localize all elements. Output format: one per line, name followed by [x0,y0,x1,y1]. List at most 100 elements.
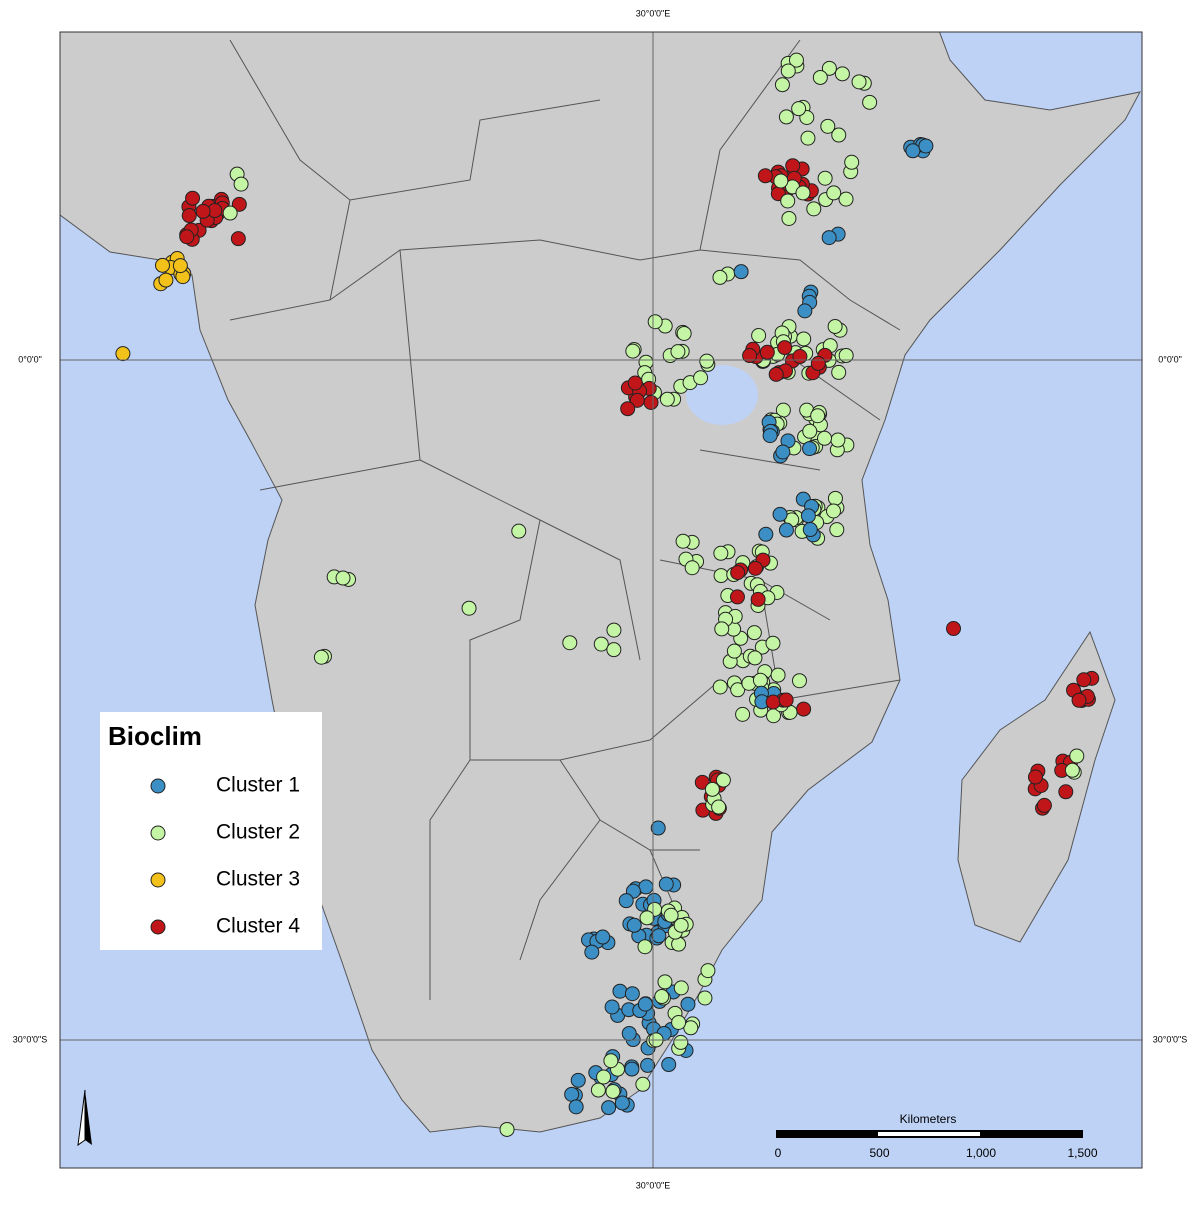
occurrence-dot [844,154,860,170]
legend-label: Cluster 4 [216,915,300,938]
occurrence-dot [796,331,812,347]
occurrence-dot [222,205,238,221]
occurrence-dot [313,649,329,665]
occurrence-dot [711,799,727,815]
occurrence-dot [562,635,578,651]
occurrence-dot [661,1057,677,1073]
occurrence-dot [654,989,670,1005]
occurrence-dot [946,621,962,637]
occurrence-dot [185,190,201,206]
occurrence-dot [758,526,774,542]
occurrence-dot [673,1034,689,1050]
scale-bar-segment [878,1132,980,1136]
occurrence-dot [746,625,762,641]
occurrence-dot [625,343,641,359]
occurrence-dot [195,203,211,219]
legend-label: Cluster 1 [216,774,300,797]
occurrence-dot [629,392,645,408]
occurrence-dot [621,1025,637,1041]
occurrence-dot [612,983,628,999]
occurrence-dot [830,432,846,448]
north-arrow [77,1089,92,1147]
scale-label: 500 [869,1146,889,1160]
occurrence-dot [742,348,758,364]
occurrence-dot [1058,784,1074,800]
occurrence-dot [778,692,794,708]
occurrence-dot [1071,692,1087,708]
occurrence-dot [800,508,816,524]
occurrence-dot [752,672,768,688]
occurrence-dot [821,230,837,246]
occurrence-dot [1076,672,1092,688]
occurrence-dot [693,370,709,386]
occurrence-dot [796,701,812,717]
scale-label: 1,000 [966,1146,996,1160]
occurrence-dot [697,990,713,1006]
occurrence-dot [624,986,640,1002]
legend-label: Cluster 3 [216,868,300,891]
occurrence-dot [759,344,775,360]
occurrence-dot [768,366,784,382]
occurrence-dot [606,622,622,638]
scale-label: 0 [775,1146,782,1160]
occurrence-dot [726,643,742,659]
occurrence-dot [862,94,878,110]
occurrence-dot [230,231,246,247]
occurrence-dot [643,394,659,410]
occurrence-dot [838,191,854,207]
occurrence-dot [751,328,767,344]
occurrence-dot [802,522,818,538]
occurrence-dot [638,879,654,895]
occurrence-dot [831,364,847,380]
occurrence-dot [1064,762,1080,778]
occurrence-dot [750,591,766,607]
occurrence-dot [733,264,749,280]
occurrence-dot [659,391,675,407]
occurrence-dot [663,907,679,923]
occurrence-dot [231,196,247,212]
occurrence-dot [670,344,686,360]
occurrence-dot [785,158,801,174]
occurrence-dot [817,170,833,186]
occurrence-dot [596,1069,612,1085]
occurrence-dot [626,917,642,933]
occurrence-dot [778,522,794,538]
occurrence-dot [834,66,850,82]
occurrence-dot [1069,748,1085,764]
occurrence-dot [712,269,728,285]
africa-land [60,32,1141,1133]
occurrence-dot [851,74,867,90]
graticule-label: 30°0'0"S [1153,1034,1188,1044]
occurrence-dot [637,939,653,955]
occurrence-dot [601,1100,617,1116]
occurrence-dot [593,636,609,652]
occurrence-dot [647,314,663,330]
occurrence-dot [595,929,611,945]
scale-label: 1,500 [1067,1146,1097,1160]
occurrence-dot [657,974,673,990]
occurrence-dot [775,444,791,460]
occurrence-dot [715,772,731,788]
occurrence-dot [825,503,841,519]
occurrence-dot [650,820,666,836]
occurrence-dot [838,347,854,363]
legend-swatch [150,825,166,841]
occurrence-dot [1027,769,1043,785]
frame [59,31,1143,1169]
occurrence-dot [614,1095,630,1111]
occurrence-dot [829,522,845,538]
legend-swatch [150,919,166,935]
occurrence-dot [770,667,786,683]
occurrence-dot [590,1082,606,1098]
occurrence-dot [905,143,921,159]
occurrence-dot [831,127,847,143]
occurrence-dot [676,325,692,341]
occurrence-dot [680,996,696,1012]
occurrence-dot [640,1057,656,1073]
occurrence-dot [564,1086,580,1102]
occurrence-dot [735,706,751,722]
occurrence-dot [713,568,729,584]
occurrence-dot [802,423,818,439]
occurrence-dot [179,229,195,245]
